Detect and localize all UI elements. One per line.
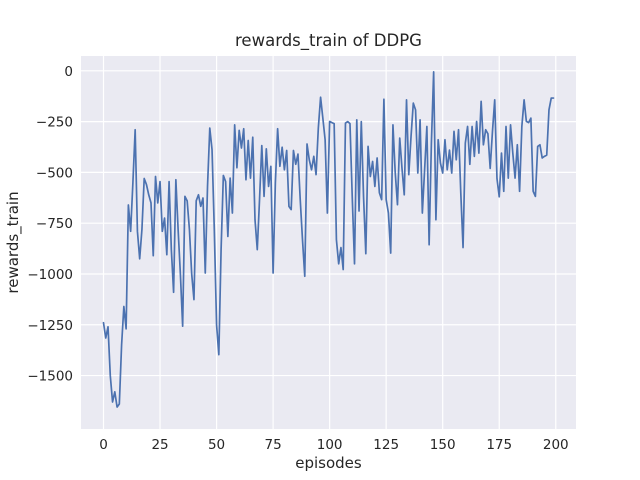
x-tick-label: 0 xyxy=(99,437,108,453)
x-axis-tick-labels: 0 25 50 75 100 125 150 175 200 xyxy=(99,437,568,453)
x-tick-label: 175 xyxy=(486,437,512,453)
axes-background xyxy=(81,56,576,429)
y-tick-label: −250 xyxy=(36,115,73,131)
y-tick-label: −1250 xyxy=(27,318,73,334)
y-tick-label: −750 xyxy=(36,216,73,232)
x-tick-label: 25 xyxy=(151,437,168,453)
x-tick-label: 75 xyxy=(265,437,282,453)
chart-title: rewards_train of DDPG xyxy=(235,31,422,51)
x-tick-label: 200 xyxy=(543,437,569,453)
series-line-rewards-train xyxy=(102,71,555,408)
x-axis-label: episodes xyxy=(295,454,362,472)
x-tick-label: 50 xyxy=(208,437,225,453)
x-tick-label: 125 xyxy=(373,437,399,453)
y-axis-tick-labels: 0 −250 −500 −750 −1000 −1250 −1500 xyxy=(27,64,73,385)
x-tick-label: 150 xyxy=(430,437,456,453)
y-tick-label: −1000 xyxy=(27,267,73,283)
y-tick-label: −1500 xyxy=(27,369,73,385)
y-tick-label: 0 xyxy=(64,64,73,80)
x-tick-label: 100 xyxy=(317,437,343,453)
y-axis-label: rewards_train xyxy=(4,191,23,293)
y-tick-label: −500 xyxy=(36,165,73,181)
gridlines xyxy=(81,56,576,429)
